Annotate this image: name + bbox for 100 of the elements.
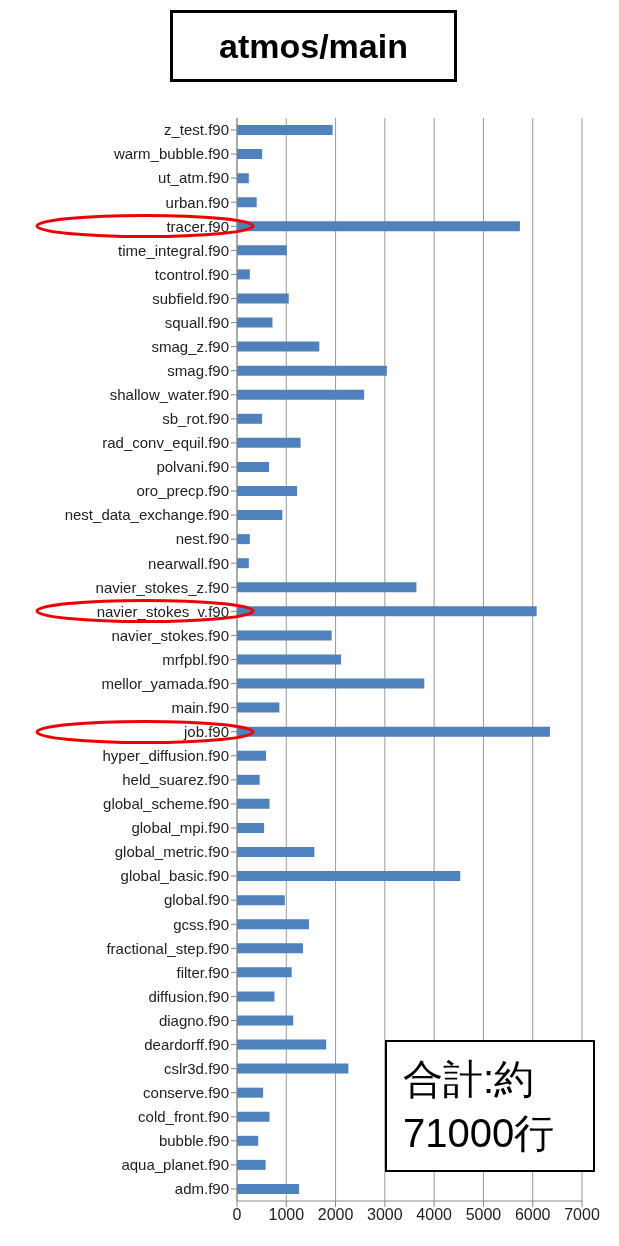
y-tick-label: adm.f90 xyxy=(174,1180,229,1198)
bar xyxy=(237,750,267,761)
y-tick-label: gcss.f90 xyxy=(173,915,229,933)
bar xyxy=(237,437,301,448)
bar xyxy=(237,967,292,978)
x-tick-label: 0 xyxy=(232,1206,242,1224)
bar xyxy=(237,341,320,352)
y-tick-label: deardorff.f90 xyxy=(144,1035,229,1053)
bar xyxy=(237,822,265,833)
x-tick-label: 3000 xyxy=(367,1206,403,1224)
bar xyxy=(237,173,249,184)
y-tick-label: shallow_water.f90 xyxy=(109,386,229,404)
bar xyxy=(237,1159,266,1170)
y-tick-label: hyper_diffusion.f90 xyxy=(102,747,229,765)
bar xyxy=(237,486,298,496)
y-tick-label: squall.f90 xyxy=(164,313,229,331)
y-tick-label: urban.f90 xyxy=(165,193,229,211)
y-tick-label: oro_precp.f90 xyxy=(136,482,229,500)
y-tick-label: global.f90 xyxy=(163,891,229,909)
y-tick-label: cslr3d.f90 xyxy=(163,1059,229,1077)
y-tick-label: navier_stokes_z.f90 xyxy=(95,578,229,596)
y-tick-label: tracer.f90 xyxy=(166,217,229,235)
bar xyxy=(237,293,289,304)
bar xyxy=(237,221,520,232)
y-tick-label: sb_rot.f90 xyxy=(162,410,229,428)
bar xyxy=(237,461,270,472)
bar xyxy=(237,895,285,906)
bar xyxy=(237,558,249,569)
bar xyxy=(237,606,537,617)
bar xyxy=(237,1135,259,1146)
y-tick-label: nest_data_exchange.f90 xyxy=(64,506,229,524)
bar xyxy=(237,678,425,689)
y-tick-label: time_integral.f90 xyxy=(118,241,229,259)
y-tick-label: held_suarez.f90 xyxy=(122,771,229,789)
bar xyxy=(237,534,250,545)
y-tick-label: global_mpi.f90 xyxy=(131,819,229,837)
bar xyxy=(237,702,280,713)
bar xyxy=(237,1087,264,1098)
y-tick-label: bubble.f90 xyxy=(158,1132,229,1150)
bar xyxy=(237,125,333,135)
y-tick-label: cold_front.f90 xyxy=(138,1108,229,1126)
y-tick-label: job.f90 xyxy=(182,723,229,741)
bar xyxy=(237,871,461,882)
y-tick-label: rad_conv_equil.f90 xyxy=(102,434,229,452)
x-tick-label: 1000 xyxy=(268,1206,305,1224)
bar xyxy=(237,510,283,521)
y-tick-label: subfield.f90 xyxy=(152,289,229,307)
x-tick-label: 7000 xyxy=(564,1206,600,1224)
y-tick-label: smag.f90 xyxy=(167,362,229,380)
y-tick-label: mrfpbl.f90 xyxy=(162,650,229,668)
y-tick-label: smag_z.f90 xyxy=(151,337,229,355)
y-tick-label: conserve.f90 xyxy=(143,1084,229,1102)
chart-title: atmos/main xyxy=(170,10,457,82)
bar xyxy=(237,774,260,785)
bar xyxy=(237,847,315,857)
bar xyxy=(237,245,287,256)
y-tick-label: mellor_yamada.f90 xyxy=(101,674,229,692)
bar xyxy=(237,582,417,593)
bar xyxy=(237,991,275,1002)
y-tick-label: global_metric.f90 xyxy=(114,843,229,861)
y-tick-label: aqua_planet.f90 xyxy=(121,1156,229,1174)
bar xyxy=(237,1111,270,1122)
bar xyxy=(237,943,304,954)
bar xyxy=(237,365,387,376)
bar xyxy=(237,630,332,641)
y-tick-label: tcontrol.f90 xyxy=(154,265,229,283)
bar xyxy=(237,654,341,665)
y-tick-label: z_test.f90 xyxy=(163,121,229,139)
y-tick-label: filter.f90 xyxy=(176,963,229,981)
y-tick-label: global_scheme.f90 xyxy=(103,795,229,813)
x-tick-label: 6000 xyxy=(514,1206,551,1224)
bar xyxy=(237,1063,349,1074)
y-tick-label: warm_bubble.f90 xyxy=(112,145,229,163)
bar xyxy=(237,798,270,809)
annotation: 合計:約 71000行 xyxy=(385,1040,595,1172)
bar xyxy=(237,726,550,737)
bar xyxy=(237,1015,294,1026)
x-tick-label: 5000 xyxy=(465,1206,502,1224)
y-tick-label: navier_stokes.f90 xyxy=(111,626,229,644)
bar xyxy=(237,149,263,160)
y-tick-label: diffusion.f90 xyxy=(148,987,229,1005)
y-tick-label: navier_stokes_v.f90 xyxy=(96,602,229,620)
y-tick-label: nest.f90 xyxy=(175,530,229,548)
bar xyxy=(237,1183,300,1194)
y-tick-label: polvani.f90 xyxy=(156,458,229,476)
y-tick-label: global_basic.f90 xyxy=(120,867,229,885)
y-tick-label: diagno.f90 xyxy=(158,1011,229,1029)
bar xyxy=(237,919,309,930)
bar xyxy=(237,317,273,328)
x-tick-label: 4000 xyxy=(416,1206,453,1224)
x-tick-label: 2000 xyxy=(317,1206,354,1224)
bar xyxy=(237,269,250,280)
bar xyxy=(237,413,263,424)
y-tick-label: ut_atm.f90 xyxy=(158,169,229,187)
y-tick-label: nearwall.f90 xyxy=(148,554,229,572)
y-tick-label: fractional_step.f90 xyxy=(106,939,229,957)
bar xyxy=(237,1039,327,1050)
y-tick-label: main.f90 xyxy=(171,698,229,716)
bar xyxy=(237,389,365,400)
bar xyxy=(237,197,257,208)
